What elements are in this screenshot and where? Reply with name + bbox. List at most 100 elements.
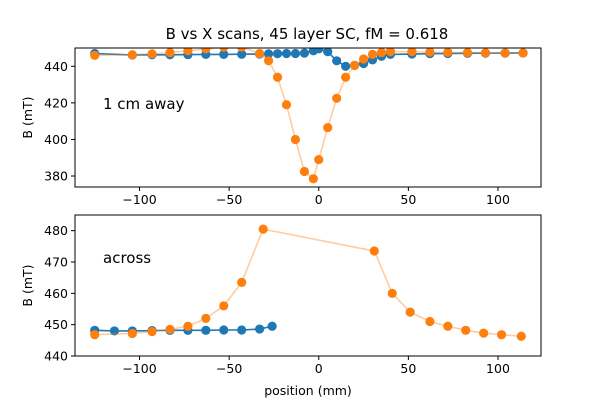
data-point	[237, 48, 247, 52]
data-point	[219, 325, 229, 335]
panel-annotation: across	[103, 249, 151, 267]
panel-annotation: 1 cm away	[103, 95, 185, 113]
panels: −100 −50 0 50 100 380 400 420 440 B (mT) 1 cm away…	[20, 47, 542, 398]
data-point	[147, 49, 157, 59]
data-point	[367, 49, 378, 60]
y-tick-label: 380	[44, 169, 68, 184]
data-point	[461, 325, 471, 335]
data-point	[500, 48, 510, 58]
data-point	[165, 324, 175, 334]
data-point	[281, 100, 292, 110]
x-tick-label: −100	[122, 192, 156, 207]
data-point	[147, 326, 157, 337]
data-point	[258, 224, 268, 234]
data-point	[323, 48, 333, 57]
data-point	[90, 50, 100, 60]
data-point	[299, 48, 310, 58]
data-point	[255, 48, 265, 59]
data-point	[219, 301, 229, 311]
x-tick-label: −50	[216, 361, 242, 376]
data-point	[127, 328, 137, 339]
data-point	[201, 313, 211, 323]
data-point	[281, 48, 292, 59]
data-point	[299, 166, 310, 177]
series-2	[90, 224, 526, 341]
data-point	[376, 48, 387, 58]
y-axis-label: B (mT)	[20, 96, 35, 138]
series-2	[90, 48, 528, 184]
data-point	[267, 321, 277, 331]
data-point	[201, 325, 211, 335]
data-point	[272, 49, 283, 59]
x-tick-label: −100	[122, 361, 156, 376]
x-axis-label: position (mm)	[264, 383, 352, 398]
series-line	[94, 228, 522, 338]
y-tick-label: 440	[44, 59, 68, 74]
x-tick-label: 0	[315, 361, 323, 376]
y-tick-label: 400	[44, 132, 68, 147]
data-point	[308, 174, 318, 184]
data-point	[255, 324, 265, 334]
data-point	[462, 48, 473, 58]
data-point	[290, 48, 301, 59]
y-tick-label: 450	[44, 317, 68, 332]
data-point	[425, 48, 435, 57]
data-point	[405, 307, 415, 317]
data-point	[443, 321, 453, 331]
data-point	[341, 61, 351, 71]
data-point	[183, 48, 193, 56]
data-point	[263, 56, 274, 66]
data-point	[479, 328, 489, 338]
data-point	[127, 50, 137, 60]
data-point	[518, 48, 528, 58]
panel-2: −100 −50 0 50 100 440 450 460 470 480 B (mT) positi…	[20, 214, 542, 398]
data-point	[480, 48, 491, 58]
data-point	[219, 49, 229, 60]
data-point	[341, 72, 351, 82]
data-point	[407, 48, 417, 57]
y-tick-label: 470	[44, 255, 68, 270]
panel-1: −100 −50 0 50 100 380 400 420 440 B (mT) 1 cm away	[20, 47, 542, 207]
data-point	[219, 48, 229, 52]
data-point	[314, 154, 324, 165]
plot-frame	[74, 47, 542, 188]
data-point	[263, 49, 274, 59]
x-tick-label: 100	[486, 192, 510, 207]
data-point	[323, 122, 333, 133]
plot-frame	[74, 214, 542, 357]
x-tick-label: 50	[400, 192, 416, 207]
x-tick-label: 50	[400, 361, 416, 376]
data-point	[290, 134, 301, 145]
data-point	[183, 321, 193, 331]
data-point	[90, 330, 100, 340]
y-tick-label: 480	[44, 223, 68, 238]
y-axis-label: B (mT)	[20, 264, 35, 306]
data-point	[358, 54, 369, 64]
data-point	[237, 277, 247, 287]
data-point	[332, 56, 342, 66]
chart-title: B vs X scans, 45 layer SC, fM = 0.618	[166, 25, 449, 43]
data-point	[201, 48, 211, 54]
data-point	[272, 72, 283, 82]
x-tick-label: −50	[216, 192, 242, 207]
data-point	[496, 330, 507, 340]
y-tick-label: 440	[44, 349, 68, 364]
data-point	[109, 326, 120, 336]
data-point	[237, 49, 247, 59]
x-tick-label: 0	[315, 192, 323, 207]
data-point	[237, 325, 247, 335]
data-point	[350, 60, 360, 70]
y-tick-label: 460	[44, 286, 68, 301]
y-tick-label: 420	[44, 95, 68, 110]
data-point	[425, 316, 435, 327]
data-point	[314, 48, 324, 54]
x-tick-label: 100	[486, 361, 510, 376]
data-point	[165, 48, 175, 58]
data-point	[387, 288, 397, 298]
data-point	[516, 331, 526, 341]
data-point	[332, 93, 342, 103]
data-point	[443, 48, 453, 57]
data-point	[385, 48, 396, 57]
data-point	[369, 246, 379, 256]
